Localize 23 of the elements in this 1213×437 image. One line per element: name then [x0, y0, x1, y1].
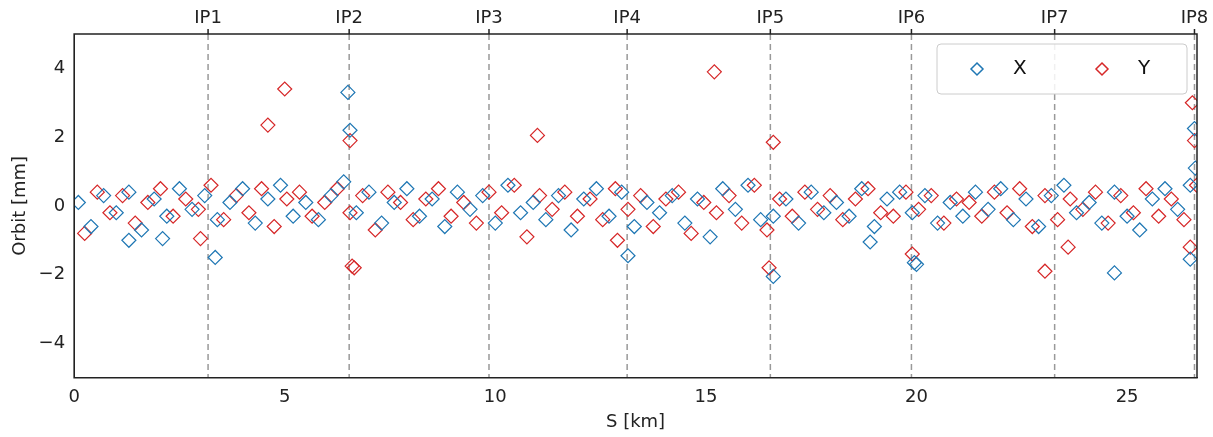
legend-label: X [1013, 55, 1027, 80]
ref-line-label: IP1 [194, 5, 222, 27]
y-axis-title: Orbit [mm] [8, 155, 30, 256]
y-tick-label: 4 [53, 56, 66, 78]
y-tick-label: 2 [53, 124, 66, 146]
legend-label: Y [1137, 55, 1151, 80]
ref-line-label: IP4 [613, 5, 641, 27]
y-tick-label: −2 [38, 262, 66, 284]
x-tick-label: 5 [279, 385, 291, 407]
ref-line-label: IP3 [475, 5, 503, 27]
x-tick-label: 25 [1115, 385, 1139, 407]
x-tick-label: 10 [483, 385, 507, 407]
ref-line-label: IP8 [1180, 5, 1209, 27]
ref-line-label: IP7 [1040, 5, 1069, 27]
x-tick-label: 15 [694, 385, 718, 407]
y-tick-label: 0 [53, 193, 66, 215]
x-tick-label: 0 [68, 385, 80, 407]
ref-line-label: IP2 [335, 5, 363, 27]
y-tick-label: −4 [38, 331, 66, 353]
ref-line-label: IP5 [756, 5, 785, 27]
x-tick-label: 20 [905, 385, 928, 407]
ref-line-label: IP6 [897, 5, 926, 27]
x-axis-title: S [km] [605, 409, 666, 431]
